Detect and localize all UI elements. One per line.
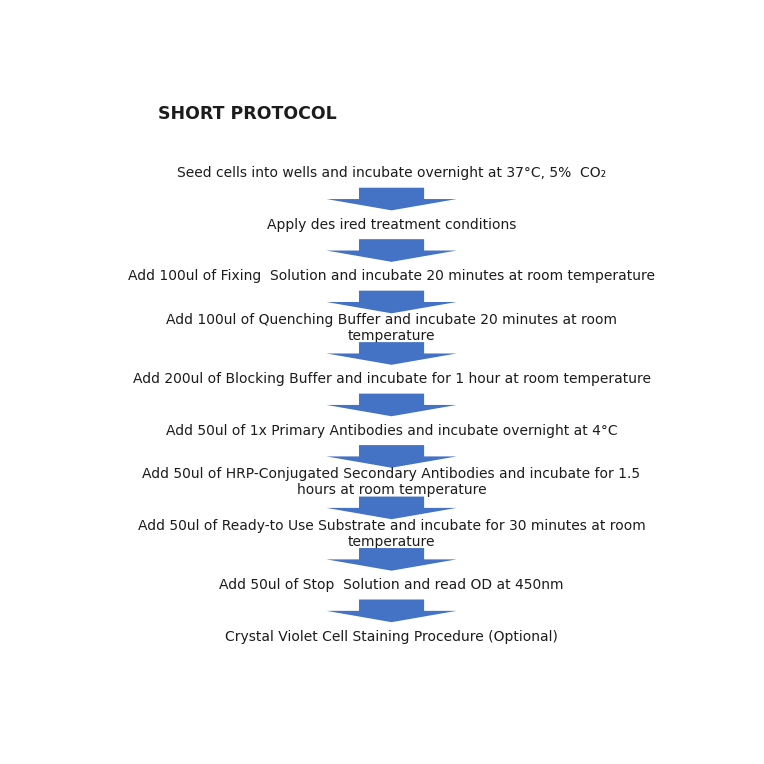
Text: Add 50ul of HRP-Conjugated Secondary Antibodies and incubate for 1.5
hours at ro: Add 50ul of HRP-Conjugated Secondary Ant… bbox=[143, 467, 640, 497]
Text: Seed cells into wells and incubate overnight at 37°C, 5%  CO₂: Seed cells into wells and incubate overn… bbox=[177, 167, 606, 180]
Polygon shape bbox=[326, 393, 457, 416]
Polygon shape bbox=[326, 497, 457, 520]
Text: SHORT PROTOCOL: SHORT PROTOCOL bbox=[157, 105, 336, 123]
Polygon shape bbox=[326, 239, 457, 262]
Text: Crystal Violet Cell Staining Procedure (Optional): Crystal Violet Cell Staining Procedure (… bbox=[225, 630, 558, 643]
Text: Add 50ul of 1x Primary Antibodies and incubate overnight at 4°C: Add 50ul of 1x Primary Antibodies and in… bbox=[166, 424, 617, 438]
Polygon shape bbox=[326, 290, 457, 313]
Text: Add 100ul of Fixing  Solution and incubate 20 minutes at room temperature: Add 100ul of Fixing Solution and incubat… bbox=[128, 269, 655, 283]
Text: Apply des ired treatment conditions: Apply des ired treatment conditions bbox=[267, 218, 516, 231]
Text: Add 50ul of Stop  Solution and read OD at 450nm: Add 50ul of Stop Solution and read OD at… bbox=[219, 578, 564, 592]
Polygon shape bbox=[326, 548, 457, 571]
Polygon shape bbox=[326, 600, 457, 622]
Polygon shape bbox=[326, 342, 457, 364]
Text: Add 100ul of Quenching Buffer and incubate 20 minutes at room
temperature: Add 100ul of Quenching Buffer and incuba… bbox=[166, 312, 617, 343]
Text: Add 50ul of Ready-to Use Substrate and incubate for 30 minutes at room
temperatu: Add 50ul of Ready-to Use Substrate and i… bbox=[138, 519, 646, 549]
Polygon shape bbox=[326, 445, 457, 468]
Text: Add 200ul of Blocking Buffer and incubate for 1 hour at room temperature: Add 200ul of Blocking Buffer and incubat… bbox=[132, 372, 651, 386]
Polygon shape bbox=[326, 188, 457, 210]
